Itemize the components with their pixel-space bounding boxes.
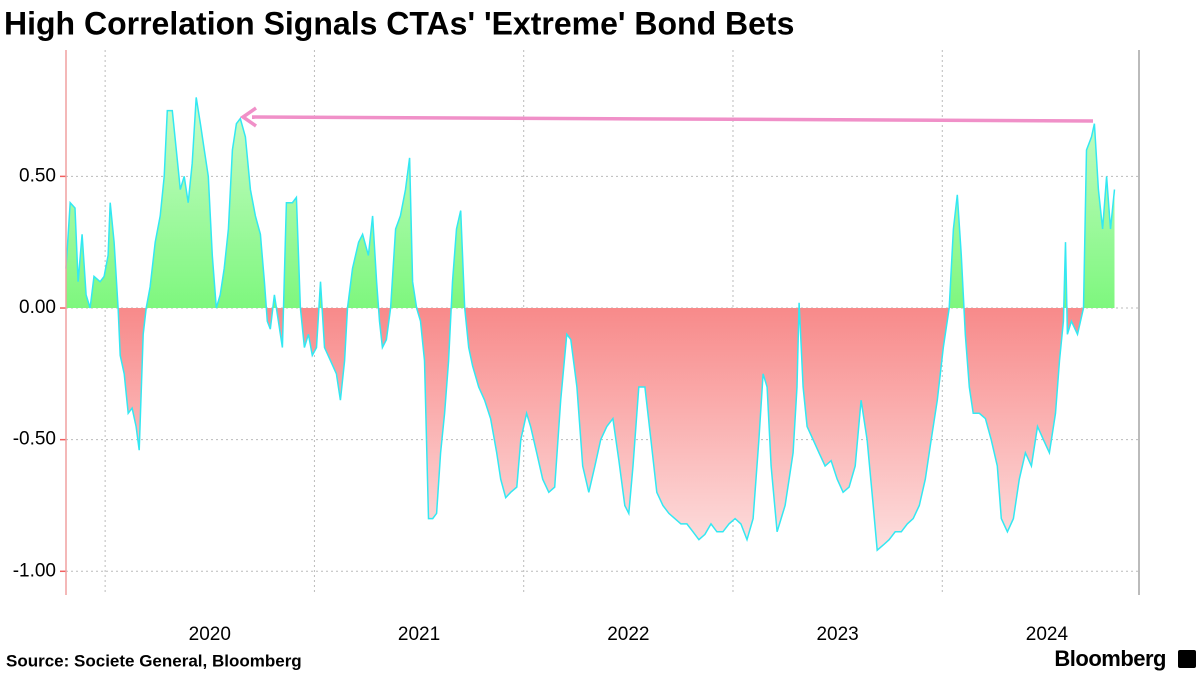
- plot: [65, 97, 1116, 552]
- chart-title: High Correlation Signals CTAs' 'Extreme'…: [4, 5, 794, 41]
- x-tick-label: 2020: [189, 624, 231, 645]
- brand-icon: [1178, 650, 1196, 668]
- area-positive: [66, 97, 1115, 309]
- x-tick-label: 2022: [607, 624, 649, 645]
- y-tick-label: 0.00: [19, 297, 56, 318]
- x-tick-label: 2024: [1026, 624, 1069, 645]
- y-tick-label: -0.50: [13, 429, 56, 450]
- y-tick-label: 0.50: [19, 165, 56, 186]
- line: [65, 97, 1116, 552]
- y-tick-label: -1.00: [13, 560, 56, 581]
- brand: Bloomberg: [1054, 646, 1166, 671]
- x-tick-label: 2023: [816, 624, 858, 645]
- source-note: Source: Societe General, Bloomberg: [6, 651, 302, 670]
- x-tick-label: 2021: [398, 624, 440, 645]
- grid: 0.50 0.00 -0.50 -1.00 2020 2021 2022 2023 2024: [13, 50, 1139, 645]
- annotation-arrow: [239, 106, 1094, 128]
- area-negative: [118, 308, 1084, 551]
